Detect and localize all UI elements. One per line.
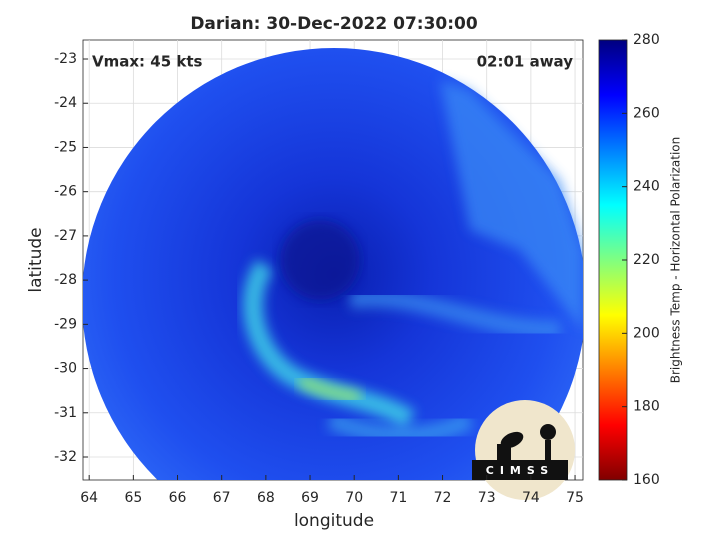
y-tick-label: -28 [54,272,77,288]
y-tick-label: -25 [54,139,77,155]
rain-band [242,259,416,429]
x-tick-label: 68 [257,490,275,506]
colorbar-tick-label: 200 [633,325,660,341]
x-tick-label: 65 [124,490,142,506]
swath-image [83,48,583,480]
colorbar-tick-label: 160 [633,472,660,488]
colorbar-label: Brightness Temp - Horizontal Polarizatio… [669,137,683,384]
x-tick-label: 71 [389,490,407,506]
annotation: Vmax: 45 kts [92,53,202,71]
x-tick-label: 72 [434,490,452,506]
y-tick-label: -31 [54,405,77,421]
x-tick-label: 67 [213,490,231,506]
x-tick-label: 69 [301,490,319,506]
y-tick-label: -24 [54,95,77,111]
colorbar-tick-label: 260 [633,105,660,121]
colorbar-tick-label: 220 [633,252,660,268]
colorbar-tick-label: 240 [633,179,660,195]
swath-band [440,80,583,330]
rain-band [348,289,561,339]
y-tick-label: -30 [54,361,77,377]
y-tick-label: -29 [54,316,77,332]
x-tick-label: 75 [566,490,584,506]
y-tick-label: -23 [54,51,77,67]
rain-band [326,411,475,444]
colorbar-tick-label: 180 [633,399,660,415]
annotation: 02:01 away [477,53,574,71]
x-axis-label: longitude [294,511,374,531]
y-tick-label: -27 [54,228,77,244]
y-tick-label: -32 [54,449,77,465]
x-tick-label: 66 [169,490,187,506]
y-tick-label: -26 [54,184,77,200]
x-tick-label: 64 [80,490,98,506]
y-axis-label: latitude [26,227,46,292]
rain-band-core [297,374,362,404]
logo-text: CIMSS [486,464,554,477]
x-tick-label: 70 [345,490,363,506]
colorbar-tick-label: 280 [633,32,660,48]
x-tick-label: 73 [478,490,496,506]
logo: CIMSS [472,400,575,500]
x-tick-label: 74 [522,490,540,506]
chart-title: Darian: 30-Dec-2022 07:30:00 [190,14,478,34]
eye [280,220,360,300]
